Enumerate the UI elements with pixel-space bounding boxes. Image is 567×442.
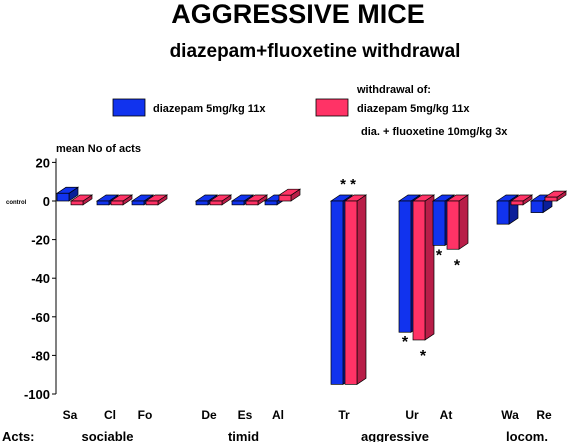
significance-mark-at-series-1: * bbox=[436, 247, 443, 264]
category-label-re: Re bbox=[536, 408, 552, 422]
bar-fo-series-2 bbox=[145, 200, 159, 206]
y-tick-label-0: 20 bbox=[36, 155, 50, 170]
legend-label-series-1: diazepam 5mg/kg 11x bbox=[153, 103, 266, 115]
y-tick-label-3: -40 bbox=[31, 271, 50, 286]
category-label-ur: Ur bbox=[405, 408, 419, 422]
bar-wa-series-1 bbox=[496, 200, 510, 225]
y-axis-title: mean No of acts bbox=[56, 143, 141, 155]
bar-tr-series-2-side bbox=[356, 194, 367, 386]
bar-es-series-1 bbox=[231, 200, 245, 206]
chart-title: AGGRESSIVE MICE bbox=[171, 0, 425, 29]
bar-re-series-1 bbox=[530, 200, 544, 213]
category-label-es: Es bbox=[238, 408, 253, 422]
bar-tr-series-2 bbox=[344, 200, 358, 385]
category-label-fo: Fo bbox=[138, 408, 153, 422]
group-label-aggressive: aggressive bbox=[361, 429, 429, 442]
bar-cl-series-2 bbox=[110, 200, 124, 206]
chart-subtitle: diazepam+fluoxetine withdrawal bbox=[170, 41, 461, 62]
bar-sa-series-1 bbox=[56, 192, 70, 202]
category-label-at: At bbox=[440, 408, 453, 422]
bar-re-series-2 bbox=[544, 196, 558, 202]
bar-at-series-2-side bbox=[458, 194, 469, 250]
legend-note: dia. + fluoxetine 10mg/kg 3x bbox=[361, 126, 508, 138]
bar-es-series-2 bbox=[245, 200, 259, 206]
bar-fo-series-1 bbox=[131, 200, 145, 206]
y-tick-label-1: 0 bbox=[43, 194, 50, 209]
legend-header: withdrawal of: bbox=[356, 84, 431, 96]
y-tick-label-6: -100 bbox=[24, 387, 50, 402]
category-label-cl: Cl bbox=[104, 408, 116, 422]
category-label-tr: Tr bbox=[338, 408, 350, 422]
bar-at-series-2 bbox=[446, 200, 460, 250]
y-tick-label-4: -60 bbox=[31, 310, 50, 325]
group-label-locom: locom. bbox=[506, 429, 548, 442]
y-tick-label-2: -20 bbox=[31, 233, 50, 248]
bar-cl-series-1 bbox=[96, 200, 110, 206]
significance-mark-ur-series-2: * bbox=[420, 348, 427, 365]
bar-ur-series-2-side bbox=[424, 194, 435, 341]
category-label-sa: Sa bbox=[63, 408, 78, 422]
y-tick-label-5: -80 bbox=[31, 348, 50, 363]
legend-label-series-2: diazepam 5mg/kg 11x bbox=[357, 103, 470, 115]
category-label-de: De bbox=[201, 408, 217, 422]
bar-de-series-1 bbox=[195, 200, 209, 206]
legend-swatch-series-1 bbox=[112, 98, 146, 117]
significance-mark-at-series-2: * bbox=[454, 257, 461, 274]
bar-sa-series-2 bbox=[70, 200, 84, 206]
category-label-al: Al bbox=[272, 408, 284, 422]
acts-label: Acts: bbox=[2, 429, 35, 442]
zero-line-label: control bbox=[6, 200, 27, 206]
bar-ur-series-1 bbox=[398, 200, 412, 333]
bar-wa-series-2 bbox=[510, 200, 524, 206]
bar-de-series-2 bbox=[209, 200, 223, 206]
bar-al-series-1 bbox=[264, 200, 278, 206]
legend-swatch-series-2 bbox=[315, 98, 349, 117]
group-label-sociable: sociable bbox=[81, 429, 133, 442]
bar-tr-series-1 bbox=[330, 200, 344, 385]
bar-ur-series-2 bbox=[412, 200, 426, 341]
group-label-timid: timid bbox=[228, 429, 259, 442]
bar-at-series-1 bbox=[432, 200, 446, 246]
significance-mark-tr: * * bbox=[340, 176, 356, 193]
bar-al-series-2 bbox=[278, 194, 292, 202]
category-label-wa: Wa bbox=[501, 408, 519, 422]
significance-mark-ur-series-1: * bbox=[402, 334, 409, 351]
